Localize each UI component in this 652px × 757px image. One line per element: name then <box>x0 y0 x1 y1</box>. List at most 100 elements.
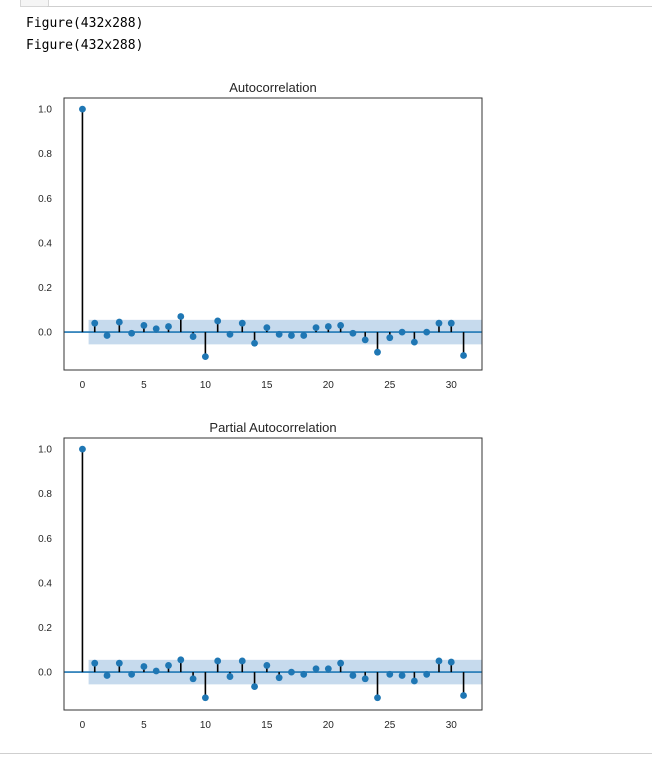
marker-lag-31 <box>460 692 467 699</box>
y-tick-label: 0.0 <box>38 328 52 339</box>
marker-lag-28 <box>423 328 431 336</box>
x-tick-label: 30 <box>446 720 458 731</box>
marker-lag-8 <box>177 313 185 320</box>
y-tick-label: 0.4 <box>38 238 52 249</box>
marker-lag-23 <box>361 336 369 344</box>
marker-lag-3 <box>115 659 123 667</box>
marker-lag-14 <box>251 683 258 690</box>
marker-lag-26 <box>398 672 406 679</box>
marker-lag-2 <box>103 332 111 339</box>
marker-lag-21 <box>337 659 345 667</box>
marker-lag-16 <box>275 330 283 338</box>
autocorrelation-chart: Autocorrelation 0.0 0.2 0.4 0.6 0.8 1.0 0 5 10 15 2… <box>38 80 483 391</box>
marker-lag-23 <box>361 675 369 683</box>
y-tick-label: 0.6 <box>38 194 52 205</box>
marker-lag-30 <box>447 658 455 666</box>
marker-lag-15 <box>263 662 271 669</box>
marker-lag-29 <box>435 657 443 665</box>
x-tick-label: 15 <box>261 380 273 391</box>
marker-lag-13 <box>238 657 246 665</box>
marker-lag-27 <box>410 677 418 685</box>
chart-title: Partial Autocorrelation <box>209 420 336 435</box>
marker-lag-15 <box>263 324 271 332</box>
output-line-2: Figure(432x288) <box>26 38 144 53</box>
marker-lag-28 <box>423 670 431 678</box>
marker-lag-25 <box>386 670 394 678</box>
x-tick-label: 15 <box>261 720 273 731</box>
marker-lag-6 <box>152 667 160 675</box>
marker-lag-4 <box>128 329 136 337</box>
chart-title: Autocorrelation <box>229 80 316 95</box>
x-tick-label: 0 <box>80 720 86 731</box>
marker-lag-17 <box>288 332 295 339</box>
marker-lag-10 <box>201 353 209 361</box>
marker-lag-3 <box>115 318 123 326</box>
cell-bottom-rule <box>0 753 652 754</box>
marker-lag-0 <box>79 445 86 453</box>
marker-lag-2 <box>103 672 111 679</box>
marker-lag-12 <box>226 673 234 680</box>
marker-lag-5 <box>140 663 148 670</box>
marker-lag-21 <box>337 322 345 329</box>
y-tick-label: 1.0 <box>38 105 52 116</box>
marker-lag-24 <box>374 348 381 356</box>
x-tick-label: 0 <box>80 380 86 391</box>
x-tick-label: 25 <box>384 720 396 731</box>
y-tick-label: 0.2 <box>38 623 52 634</box>
marker-lag-16 <box>275 674 283 682</box>
x-tick-label: 5 <box>141 380 147 391</box>
marker-lag-5 <box>140 322 148 329</box>
marker-lag-30 <box>447 319 455 327</box>
marker-lag-14 <box>251 339 258 347</box>
marker-lag-10 <box>201 694 209 702</box>
marker-lag-19 <box>312 665 320 673</box>
partial-autocorrelation-chart: Partial Autocorrelation 0.0 0.2 0.4 0.6 0.8 1.… <box>38 420 483 731</box>
marker-lag-29 <box>435 319 443 327</box>
x-tick-label: 10 <box>200 380 212 391</box>
x-tick-label: 5 <box>141 720 147 731</box>
y-tick-label: 0.6 <box>38 534 52 545</box>
cell-top-border <box>0 0 652 7</box>
marker-lag-12 <box>226 330 234 338</box>
x-tick-label: 25 <box>384 380 396 391</box>
output-line-1: Figure(432x288) <box>26 16 144 31</box>
y-tick-label: 0.8 <box>38 149 52 160</box>
marker-lag-1 <box>91 319 99 327</box>
marker-lag-18 <box>300 332 308 339</box>
marker-lag-13 <box>238 319 246 327</box>
y-tick-label: 0.8 <box>38 489 52 500</box>
marker-lag-9 <box>189 333 197 340</box>
marker-lag-26 <box>398 328 406 336</box>
marker-lag-18 <box>300 670 308 678</box>
plot-frame <box>63 437 483 711</box>
marker-lag-11 <box>214 317 222 325</box>
x-tick-label: 20 <box>323 380 335 391</box>
plot-frame <box>63 97 483 371</box>
marker-lag-31 <box>460 352 467 359</box>
marker-lag-22 <box>349 672 357 679</box>
marker-lag-4 <box>128 670 136 678</box>
cell-top-rule <box>47 6 652 7</box>
y-tick-label: 0.0 <box>38 668 52 679</box>
cell-prompt-tab <box>20 0 49 7</box>
marker-lag-8 <box>177 656 185 664</box>
marker-lag-19 <box>312 324 320 332</box>
marker-lag-22 <box>349 329 357 337</box>
marker-lag-9 <box>189 675 197 683</box>
marker-lag-11 <box>214 657 222 665</box>
marker-lag-20 <box>324 665 332 673</box>
marker-lag-25 <box>386 334 394 342</box>
marker-lag-6 <box>152 325 160 333</box>
marker-lag-7 <box>165 323 172 330</box>
marker-lag-17 <box>288 668 295 676</box>
y-tick-label: 1.0 <box>38 445 52 456</box>
marker-lag-0 <box>79 105 86 113</box>
y-tick-label: 0.2 <box>38 283 52 294</box>
x-tick-label: 30 <box>446 380 458 391</box>
x-tick-label: 10 <box>200 720 212 731</box>
marker-lag-20 <box>324 323 332 330</box>
x-tick-label: 20 <box>323 720 335 731</box>
marker-lag-27 <box>410 338 418 346</box>
marker-lag-1 <box>91 659 99 667</box>
marker-lag-24 <box>374 694 381 702</box>
